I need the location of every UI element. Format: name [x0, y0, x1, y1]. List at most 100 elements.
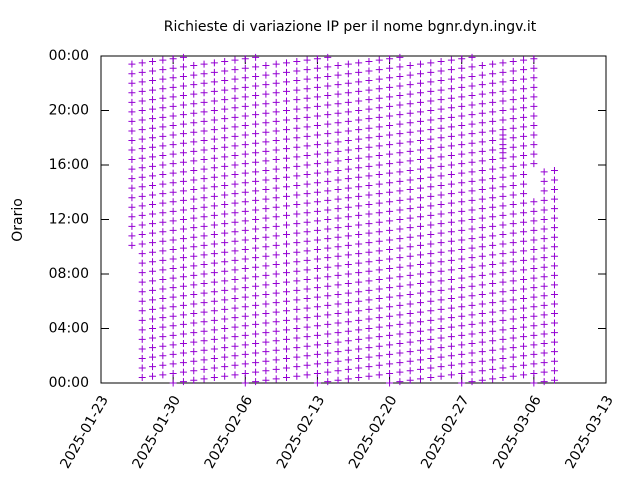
point [169, 169, 177, 177]
point [355, 154, 363, 162]
point [324, 63, 332, 71]
point [334, 62, 342, 70]
point [252, 273, 260, 281]
point [190, 224, 198, 232]
point [231, 161, 239, 169]
point [478, 166, 486, 174]
point [241, 293, 249, 301]
point [355, 221, 363, 229]
point [303, 266, 311, 274]
point [375, 94, 383, 102]
point [149, 325, 157, 332]
point [313, 322, 321, 330]
point [406, 100, 414, 108]
point [468, 82, 476, 90]
point [231, 247, 239, 255]
point [437, 191, 445, 199]
point [458, 293, 466, 301]
point [262, 100, 270, 108]
point [499, 259, 507, 267]
point [231, 171, 239, 179]
point [313, 55, 321, 63]
point [179, 177, 187, 185]
point [499, 364, 507, 372]
point [272, 251, 280, 259]
point [241, 179, 249, 187]
point [138, 326, 146, 334]
y-tick-label: 00:00 [49, 48, 89, 64]
point [272, 165, 280, 173]
point [313, 312, 321, 320]
point [159, 104, 167, 112]
point [550, 166, 558, 174]
point [437, 153, 445, 161]
point [169, 284, 177, 292]
point [169, 255, 177, 263]
point [427, 221, 435, 229]
point [375, 123, 383, 131]
point [169, 217, 177, 225]
point [221, 353, 229, 361]
point [149, 372, 157, 380]
point [128, 241, 136, 249]
point [416, 327, 424, 335]
point [303, 323, 311, 331]
point [468, 149, 476, 157]
point [447, 323, 455, 331]
point [540, 349, 548, 357]
point [252, 92, 260, 100]
point [344, 89, 352, 97]
point [478, 300, 486, 308]
point [210, 364, 218, 372]
point [406, 376, 414, 384]
point [344, 299, 352, 307]
point [550, 271, 558, 279]
point [427, 259, 435, 267]
point [324, 196, 332, 204]
point [540, 177, 548, 185]
point [138, 59, 146, 67]
point [406, 119, 414, 127]
point [406, 176, 414, 184]
point [149, 105, 157, 113]
point [520, 256, 528, 264]
point [396, 187, 404, 195]
point [200, 146, 208, 154]
point [313, 93, 321, 101]
point [241, 379, 249, 387]
point [313, 179, 321, 187]
point [169, 64, 177, 72]
point [221, 162, 229, 170]
point [283, 145, 291, 153]
point [396, 72, 404, 80]
point [375, 180, 383, 188]
point [437, 201, 445, 209]
point [416, 270, 424, 278]
point [272, 127, 280, 135]
point [550, 367, 558, 375]
point [272, 89, 280, 97]
point [365, 67, 373, 75]
point [520, 314, 528, 322]
point [334, 214, 342, 222]
point [396, 320, 404, 328]
point [416, 280, 424, 288]
point [200, 184, 208, 192]
point [149, 277, 157, 285]
point [179, 263, 187, 271]
point [241, 102, 249, 110]
point [489, 89, 497, 97]
point [241, 236, 249, 244]
point [313, 265, 321, 273]
point [530, 141, 538, 149]
point [458, 312, 466, 320]
point [489, 222, 497, 230]
point [396, 311, 404, 319]
point [262, 147, 270, 155]
point [365, 124, 373, 132]
point [169, 312, 177, 320]
point [179, 368, 187, 376]
point [489, 60, 497, 68]
point [324, 53, 332, 61]
point [509, 258, 517, 266]
